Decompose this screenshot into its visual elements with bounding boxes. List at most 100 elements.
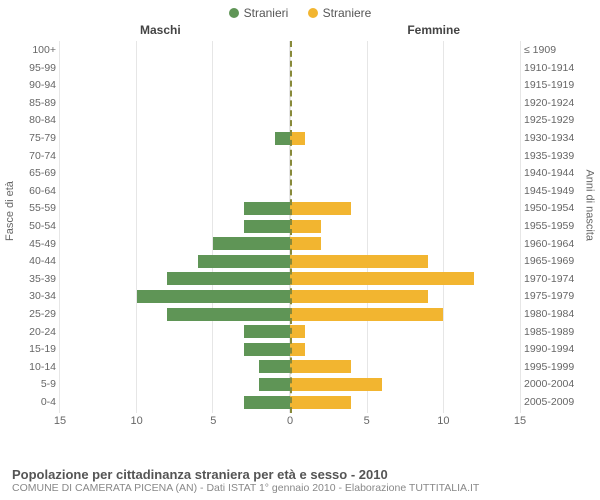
y-label-right: 1935-1939 (524, 150, 588, 162)
bar-male-fill (259, 378, 290, 391)
bar-female-fill (290, 220, 321, 233)
y-label-right: 1940-1944 (524, 167, 588, 179)
y-label-left: 30-34 (12, 290, 56, 302)
bar-male-fill (244, 325, 290, 338)
y-label-left: 75-79 (12, 132, 56, 144)
bar-male (60, 149, 290, 163)
bar-male (60, 395, 290, 409)
bar-male-fill (244, 202, 290, 215)
bar-female-fill (290, 202, 351, 215)
chart: Fasce di età Anni di nascita 100+95-9990… (10, 41, 590, 441)
bar-female-fill (290, 360, 351, 373)
y-label-left: 55-59 (12, 202, 56, 214)
bar-male (60, 325, 290, 339)
y-label-left: 40-44 (12, 255, 56, 267)
bar-female (290, 43, 520, 57)
bar-male-fill (167, 272, 290, 285)
bar-female (290, 201, 520, 215)
bar-female-fill (290, 237, 321, 250)
y-label-right: ≤ 1909 (524, 44, 588, 56)
legend-male-label: Stranieri (244, 6, 289, 20)
bar-female (290, 131, 520, 145)
legend-male: Stranieri (229, 6, 289, 20)
bar-female (290, 166, 520, 180)
bar-male-fill (259, 360, 290, 373)
footer-subtitle: COMUNE DI CAMERATA PICENA (AN) - Dati IS… (12, 482, 588, 494)
female-half (290, 41, 520, 413)
bar-female (290, 184, 520, 198)
x-tick: 15 (514, 415, 526, 427)
bar-female (290, 96, 520, 110)
x-tick: 10 (131, 415, 143, 427)
y-label-right: 1910-1914 (524, 62, 588, 74)
bar-male-fill (167, 308, 290, 321)
y-label-left: 80-84 (12, 114, 56, 126)
gridline (520, 41, 521, 413)
y-label-left: 45-49 (12, 238, 56, 250)
x-tick: 10 (437, 415, 449, 427)
header-female: Femmine (407, 23, 460, 37)
footer: Popolazione per cittadinanza straniera p… (12, 467, 588, 494)
y-label-left: 90-94 (12, 79, 56, 91)
bar-male-fill (198, 255, 290, 268)
y-label-left: 95-99 (12, 62, 56, 74)
y-label-right: 1970-1974 (524, 273, 588, 285)
bar-male (60, 201, 290, 215)
header-male: Maschi (140, 23, 181, 37)
y-label-right: 1955-1959 (524, 220, 588, 232)
x-axis: 15105051015 (60, 415, 520, 431)
bar-male (60, 78, 290, 92)
y-label-right: 1975-1979 (524, 290, 588, 302)
bar-male (60, 184, 290, 198)
bar-male (60, 43, 290, 57)
legend: Stranieri Straniere (0, 0, 600, 23)
y-label-left: 5-9 (12, 378, 56, 390)
bar-female (290, 149, 520, 163)
bar-female (290, 360, 520, 374)
y-label-right: 2000-2004 (524, 378, 588, 390)
y-label-right: 1990-1994 (524, 343, 588, 355)
bar-female-fill (290, 290, 428, 303)
bar-female (290, 325, 520, 339)
y-label-left: 70-74 (12, 150, 56, 162)
bar-male (60, 166, 290, 180)
y-label-right: 2005-2009 (524, 396, 588, 408)
y-label-right: 1985-1989 (524, 326, 588, 338)
y-label-left: 20-24 (12, 326, 56, 338)
y-label-right: 1965-1969 (524, 255, 588, 267)
y-label-right: 1915-1919 (524, 79, 588, 91)
bar-female-fill (290, 343, 305, 356)
bar-male-fill (244, 220, 290, 233)
legend-male-swatch (229, 8, 239, 18)
bar-female (290, 377, 520, 391)
bar-male (60, 237, 290, 251)
bar-female (290, 342, 520, 356)
bar-female-fill (290, 396, 351, 409)
y-label-right: 1945-1949 (524, 185, 588, 197)
bar-male (60, 289, 290, 303)
y-label-right: 1925-1929 (524, 114, 588, 126)
legend-female-swatch (308, 8, 318, 18)
bar-male (60, 96, 290, 110)
y-label-right: 1960-1964 (524, 238, 588, 250)
bar-female (290, 237, 520, 251)
midline (290, 41, 292, 413)
bar-male (60, 307, 290, 321)
y-label-right: 1980-1984 (524, 308, 588, 320)
male-half (60, 41, 290, 413)
bar-male (60, 131, 290, 145)
y-label-left: 65-69 (12, 167, 56, 179)
bar-female-fill (290, 272, 474, 285)
bar-female (290, 307, 520, 321)
bar-female-fill (290, 378, 382, 391)
bar-male (60, 219, 290, 233)
x-tick: 15 (54, 415, 66, 427)
bar-female (290, 272, 520, 286)
bar-male-fill (213, 237, 290, 250)
y-label-right: 1920-1924 (524, 97, 588, 109)
y-label-left: 15-19 (12, 343, 56, 355)
bar-female (290, 219, 520, 233)
y-label-left: 25-29 (12, 308, 56, 320)
bar-female (290, 61, 520, 75)
y-label-left: 35-39 (12, 273, 56, 285)
